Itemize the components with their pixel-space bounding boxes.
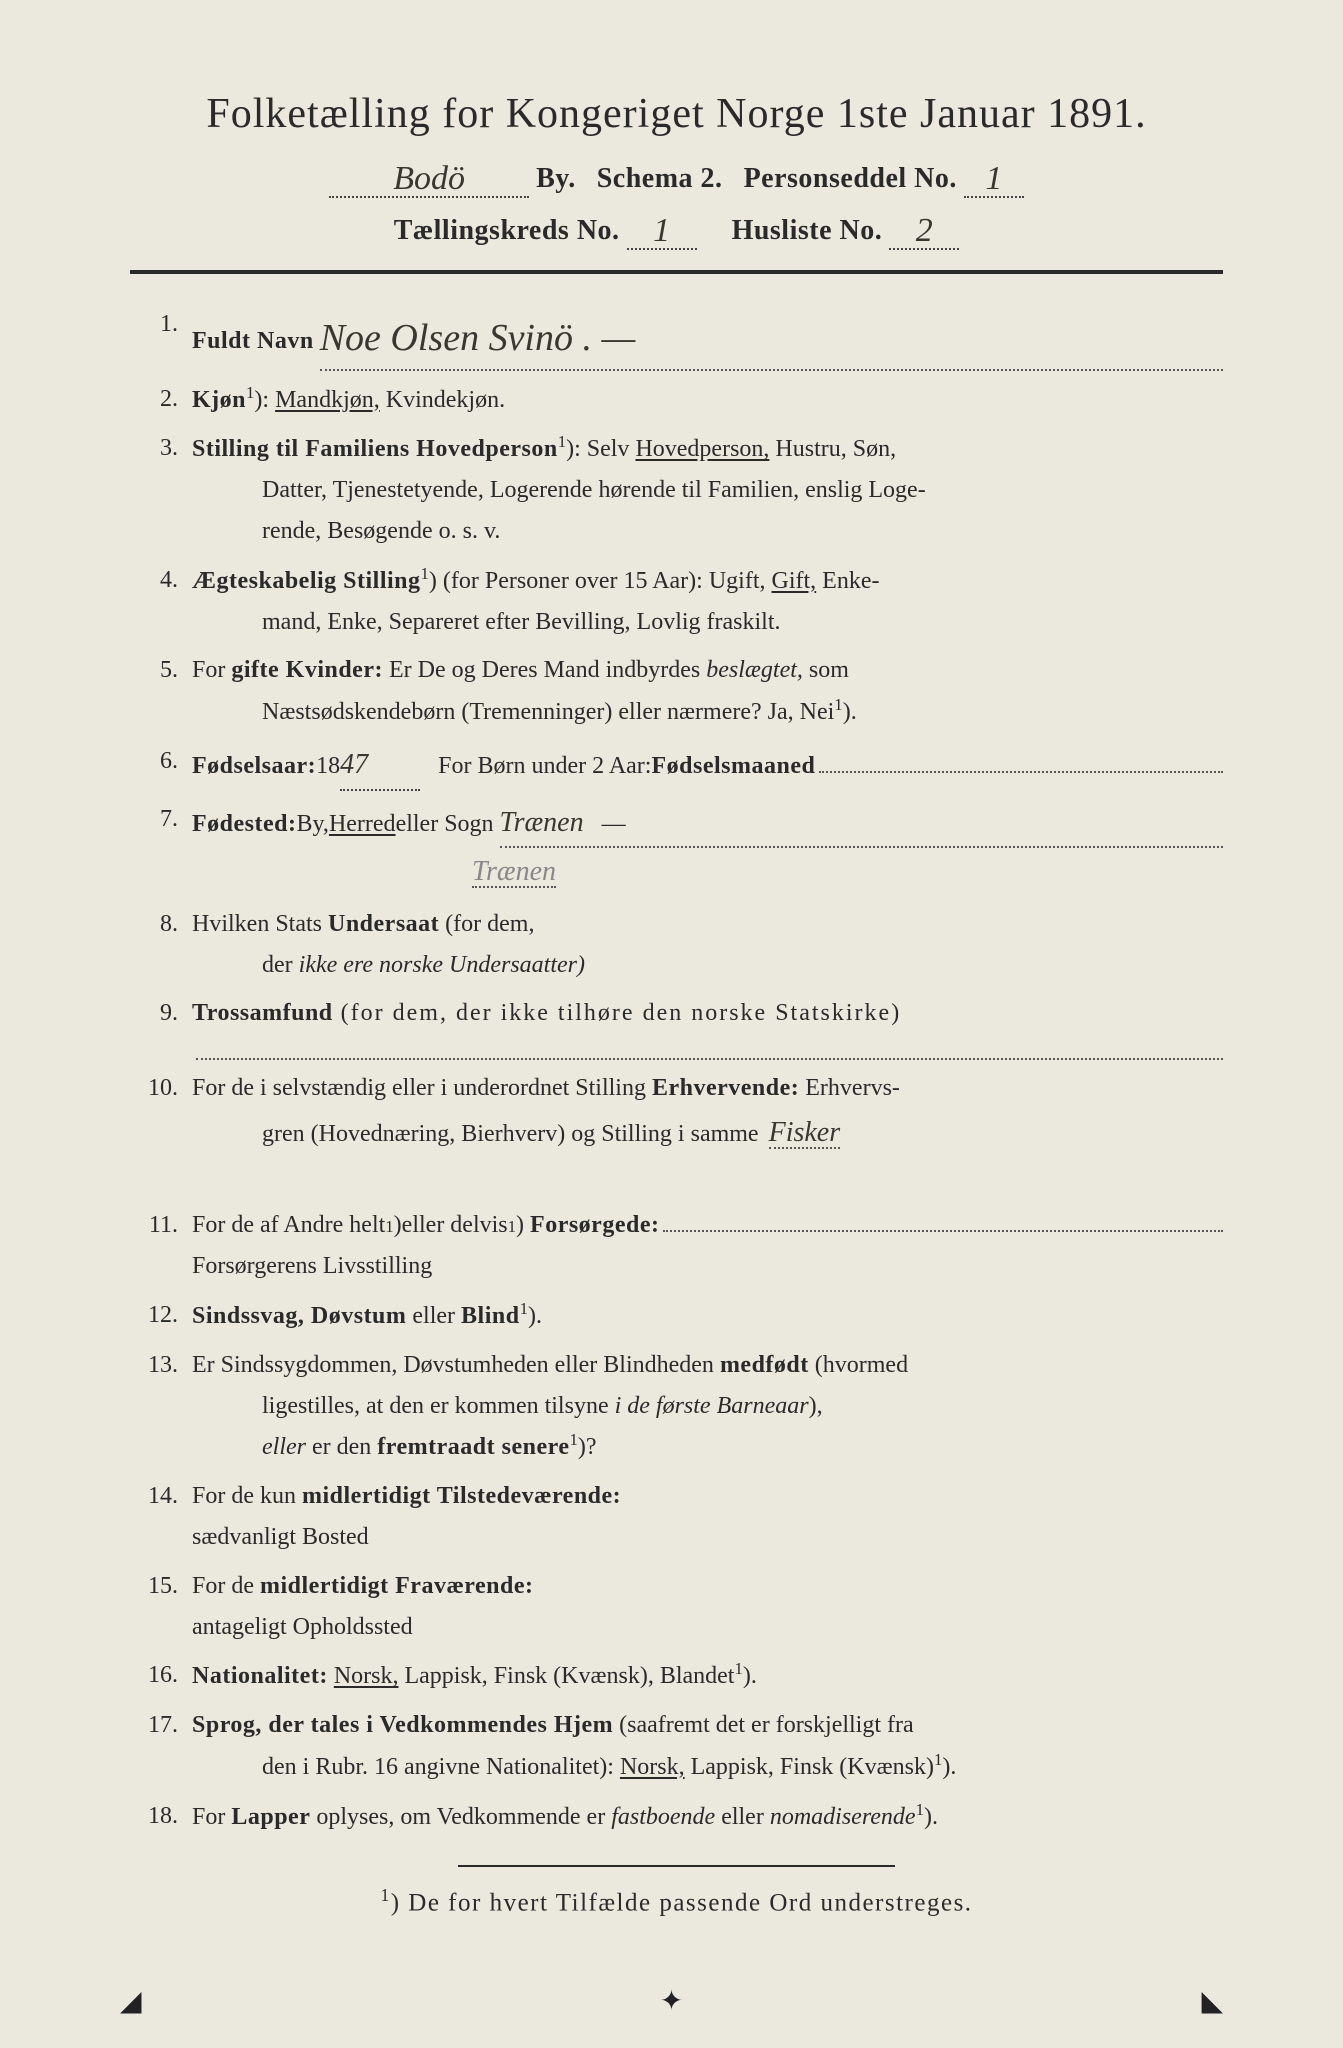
item-num-12: 12. [130, 1295, 192, 1336]
label-18: Lapper [231, 1804, 310, 1830]
item-num-2: 2. [130, 379, 192, 420]
schema-label: Schema 2. [597, 163, 723, 194]
form-title: Folketælling for Kongeriget Norge 1ste J… [130, 90, 1223, 138]
person-field: 1 [964, 158, 1024, 198]
label-15: midlertidigt Fraværende: [260, 1573, 534, 1599]
label-10: Erhvervende: [652, 1075, 799, 1101]
occupation-value: Fisker [769, 1117, 841, 1148]
census-form-page: Folketælling for Kongeriget Norge 1ste J… [0, 0, 1343, 2048]
item-num-4: 4. [130, 560, 192, 601]
item-5: 5. For gifte Kvinder: Er De og Deres Man… [130, 650, 1223, 733]
divider-top [130, 270, 1223, 274]
by-label: By. [536, 163, 576, 194]
footnote: 1) De for hvert Tilfælde passende Ord un… [130, 1885, 1223, 1917]
tkreds-value: 1 [653, 212, 670, 249]
item-2: 2. Kjøn1): Mandkjøn, Kvindekjøn. [130, 379, 1223, 421]
item-9: 9. Trossamfund (for dem, der ikke tilhør… [130, 993, 1223, 1060]
item-7: 7. Fødested: By, Herred eller Sogn Træne… [130, 799, 1223, 896]
item-3: 3. Stilling til Familiens Hovedperson1):… [130, 428, 1223, 551]
item-num-9: 9. [130, 993, 192, 1034]
item-num-18: 18. [130, 1796, 192, 1837]
husliste-value: 2 [916, 212, 933, 249]
label-11: Forsørgede: [530, 1205, 659, 1246]
footnote-text: De for hvert Tilfælde passende Ord under… [408, 1890, 972, 1917]
birthplace-field-2: Trænen [472, 860, 556, 888]
pin-left-icon: ◢ [120, 1984, 142, 2018]
label-13: medfødt [720, 1352, 809, 1378]
item-num-11: 11. [130, 1205, 192, 1246]
item-6: 6. Fødselsaar: 1847 For Børn under 2 Aar… [130, 741, 1223, 791]
item-num-3: 3. [130, 428, 192, 469]
item-15: 15. For de midlertidigt Fraværende: anta… [130, 1566, 1223, 1648]
item-8: 8. Hvilken Stats Undersaat (for dem, der… [130, 904, 1223, 986]
item-num-6: 6. [130, 741, 192, 782]
divider-bottom [458, 1865, 895, 1867]
by-field: Bodö [329, 158, 529, 198]
item-17: 17. Sprog, der tales i Vedkommendes Hjem… [130, 1705, 1223, 1788]
trail-6 [819, 747, 1223, 773]
item-13: 13. Er Sindssygdommen, Døvstumheden elle… [130, 1345, 1223, 1468]
item-num-1: 1. [130, 304, 192, 345]
birthplace-field: Trænen — [500, 799, 1223, 849]
item-11: 11. For de af Andre helt1) eller delvis1… [130, 1205, 1223, 1287]
pin-right-icon: ◣ [1201, 1984, 1223, 2018]
item-4: 4. Ægteskabelig Stilling1) (for Personer… [130, 560, 1223, 643]
label-2: Kjøn [192, 387, 246, 413]
husliste-label: Husliste No. [732, 215, 883, 246]
item-16: 16. Nationalitet: Norsk, Lappisk, Finsk … [130, 1655, 1223, 1697]
birthplace-value: Trænen [500, 807, 584, 838]
item-num-5: 5. [130, 650, 192, 691]
name-value: Noe Olsen Svinö . — [320, 317, 636, 359]
tkreds-field: 1 [627, 210, 697, 250]
label-16: Nationalitet: [192, 1663, 328, 1689]
value-2-other: Kvindekjøn. [380, 387, 505, 413]
label-8: Undersaat [328, 911, 439, 937]
item-num-7: 7. [130, 799, 192, 840]
person-value: 1 [985, 160, 1002, 197]
label-5: gifte Kvinder: [231, 657, 383, 683]
occupation-field: Fisker [769, 1121, 841, 1149]
item-num-8: 8. [130, 904, 192, 945]
pin-center-icon: ✦ [660, 1984, 683, 2018]
item-10: 10. For de i selvstændig eller i underor… [130, 1068, 1223, 1197]
item-14: 14. For de kun midlertidigt Tilstedevære… [130, 1476, 1223, 1558]
header-line-2: Bodö By. Schema 2. Personseddel No. 1 [130, 158, 1223, 198]
value-4-selected: Gift, [772, 568, 817, 594]
item-num-13: 13. [130, 1345, 192, 1386]
label-7: Fødested: [192, 804, 296, 845]
name-field: Noe Olsen Svinö . — [320, 304, 1223, 371]
year-value: 47 [340, 749, 368, 780]
label-1: Fuldt Navn [192, 321, 314, 362]
label-17: Sprog, der tales i Vedkommendes Hjem [192, 1712, 613, 1738]
item-num-15: 15. [130, 1566, 192, 1607]
value-2-selected: Mandkjøn, [275, 387, 380, 413]
label-14: midlertidigt Tilstedeværende: [302, 1483, 621, 1509]
year-field: 47 [340, 741, 420, 791]
value-7-selected: Herred [329, 804, 396, 845]
item-num-10: 10. [130, 1068, 192, 1109]
label-12b: Blind [461, 1303, 520, 1329]
trail-11a [663, 1206, 1223, 1232]
person-label: Personseddel No. [744, 163, 957, 194]
item-12: 12. Sindssvag, Døvstum eller Blind1). [130, 1295, 1223, 1337]
label-9: Trossamfund [192, 1000, 333, 1026]
item-num-16: 16. [130, 1655, 192, 1696]
item-1: 1. Fuldt Navn Noe Olsen Svinö . — [130, 304, 1223, 371]
item-num-17: 17. [130, 1705, 192, 1746]
label-12a: Sindssvag, Døvstum [192, 1303, 406, 1329]
trail-9 [196, 1034, 1223, 1060]
husliste-field: 2 [889, 210, 959, 250]
by-value: Bodö [393, 160, 465, 197]
item-18: 18. For Lapper oplyses, om Vedkommende e… [130, 1796, 1223, 1838]
label-3: Stilling til Familiens Hovedperson [192, 436, 558, 462]
header-line-3: Tællingskreds No. 1 Husliste No. 2 [130, 210, 1223, 250]
label-4: Ægteskabelig Stilling [192, 568, 421, 594]
tkreds-label: Tællingskreds No. [394, 215, 620, 246]
value-3-selected: Hovedperson, [635, 436, 769, 462]
birthplace-value-2: Trænen [472, 856, 556, 887]
label-6: Fødselsaar: [192, 746, 316, 787]
item-num-14: 14. [130, 1476, 192, 1517]
value-16-selected: Norsk, [334, 1663, 399, 1689]
value-17-selected: Norsk, [620, 1754, 685, 1780]
